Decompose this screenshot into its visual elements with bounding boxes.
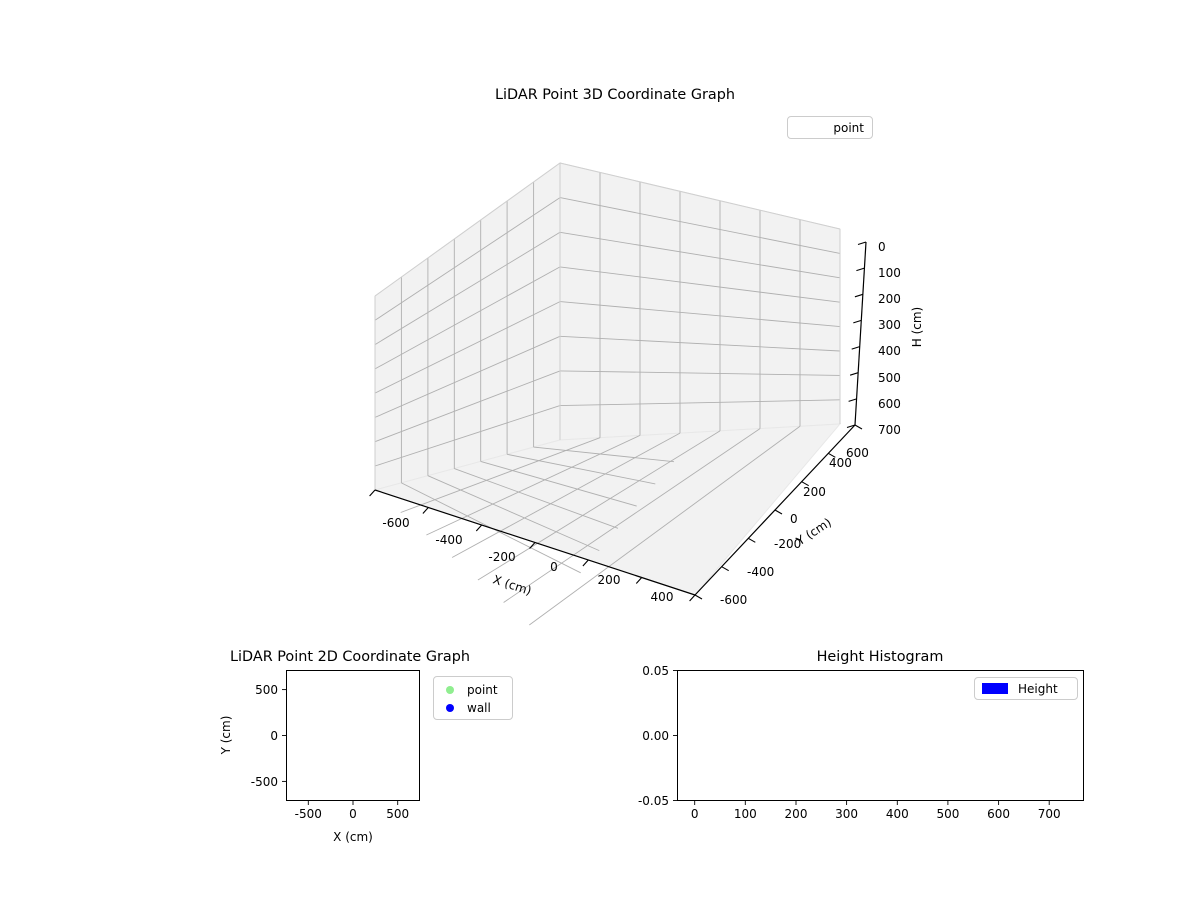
axis-label-x2d: X (cm) [333, 830, 373, 844]
tick-yhist-0: 0.05 [642, 664, 669, 678]
title-2d: LiDAR Point 2D Coordinate Graph [230, 649, 470, 665]
tick-x3d-5: 400 [651, 590, 674, 604]
axis-y-3d: -600 -400 -200 0 200 400 600 Y (cm) [694, 424, 869, 607]
tick-y3d-2: -200 [774, 537, 801, 551]
legend-marker-point-2d [446, 686, 454, 694]
legend-entry-wall-2d: wall [439, 699, 506, 717]
title-hist: Height Histogram [817, 649, 944, 665]
axes3d-pane-edges [374, 162, 841, 490]
tick-x3d-4: 200 [598, 573, 621, 587]
axis-label-y2d: Y (cm) [219, 716, 233, 756]
grid-floor [400, 425, 801, 626]
tick-x2d-1: 0 [349, 807, 357, 821]
tick-yhist-2: -0.05 [638, 794, 669, 808]
tick-xhist-1: 100 [734, 807, 757, 821]
grid-back-wall [559, 172, 841, 438]
tick-y2d-1: 0 [270, 729, 278, 743]
axis-h-3d: 0 100 200 300 400 500 600 700 H (cm) [846, 240, 924, 437]
tick-y3d-1: -400 [747, 565, 774, 579]
axis-label-y3d: Y (cm) [793, 515, 834, 548]
legend-entry-height: Height [982, 678, 1070, 699]
tick-y3d-0: -600 [720, 593, 747, 607]
axes3d: -600 -400 -200 0 200 400 X (cm) [369, 87, 924, 626]
tick-y3d-6: 600 [846, 446, 869, 460]
tick-h3d-7: 700 [878, 423, 901, 437]
legend-marker-point-3d [803, 123, 827, 133]
tick-h3d-6: 600 [878, 397, 901, 411]
legend-3d[interactable]: point [787, 116, 873, 139]
tick-x3d-0: -600 [382, 516, 409, 530]
tick-xhist-3: 300 [835, 807, 858, 821]
axes-hist-decoration: Height Histogram 0.05 0.00 -0.05 [638, 649, 1061, 821]
axis-label-x3d: X (cm) [491, 572, 533, 598]
tick-xhist-4: 400 [886, 807, 909, 821]
axes2d-decoration: LiDAR Point 2D Coordinate Graph 500 0 -5… [219, 649, 470, 844]
tick-xhist-7: 700 [1038, 807, 1061, 821]
legend-entry-point-3d: point [788, 117, 872, 138]
legend-label-height: Height [1018, 681, 1058, 696]
legend-histogram[interactable]: Height [974, 677, 1078, 700]
tick-xhist-0: 0 [691, 807, 699, 821]
tick-x3d-2: -200 [488, 550, 515, 564]
legend-entry-point-2d: point [439, 681, 506, 699]
tick-y3d-3: 0 [790, 512, 798, 526]
legend-2d[interactable]: point wall [433, 676, 513, 720]
tick-xhist-2: 200 [785, 807, 808, 821]
tick-h3d-5: 500 [878, 371, 901, 385]
axis-label-h3d: H (cm) [910, 307, 924, 348]
pane-back-wall [559, 162, 841, 441]
pane-left-wall [374, 162, 561, 491]
tick-h3d-3: 300 [878, 318, 901, 332]
legend-label-point-3d: point [833, 120, 864, 135]
legend-label-wall-2d: wall [467, 701, 491, 715]
tick-x2d-2: 500 [386, 807, 409, 821]
tick-x2d-0: -500 [295, 807, 322, 821]
legend-marker-wall-2d [446, 704, 454, 712]
tick-x3d-1: -400 [435, 533, 462, 547]
legend-label-point-2d: point [467, 683, 498, 697]
tick-x3d-3: 0 [550, 560, 558, 574]
tick-xhist-5: 500 [936, 807, 959, 821]
tick-y3d-5: 400 [829, 456, 852, 470]
axes-2d-plot-area[interactable] [286, 670, 420, 801]
legend-patch-height [982, 683, 1008, 694]
tick-h3d-1: 100 [878, 266, 901, 280]
tick-h3d-4: 400 [878, 344, 901, 358]
tick-y2d-0: 500 [255, 683, 278, 697]
title-3d: LiDAR Point 3D Coordinate Graph [495, 87, 735, 103]
tick-yhist-1: 0.00 [642, 729, 669, 743]
tick-y2d-2: -500 [251, 775, 278, 789]
tick-y3d-4: 200 [803, 485, 826, 499]
tick-h3d-0: 0 [878, 240, 886, 254]
tick-xhist-6: 600 [987, 807, 1010, 821]
grid-left-wall [374, 182, 561, 483]
tick-h3d-2: 200 [878, 292, 901, 306]
